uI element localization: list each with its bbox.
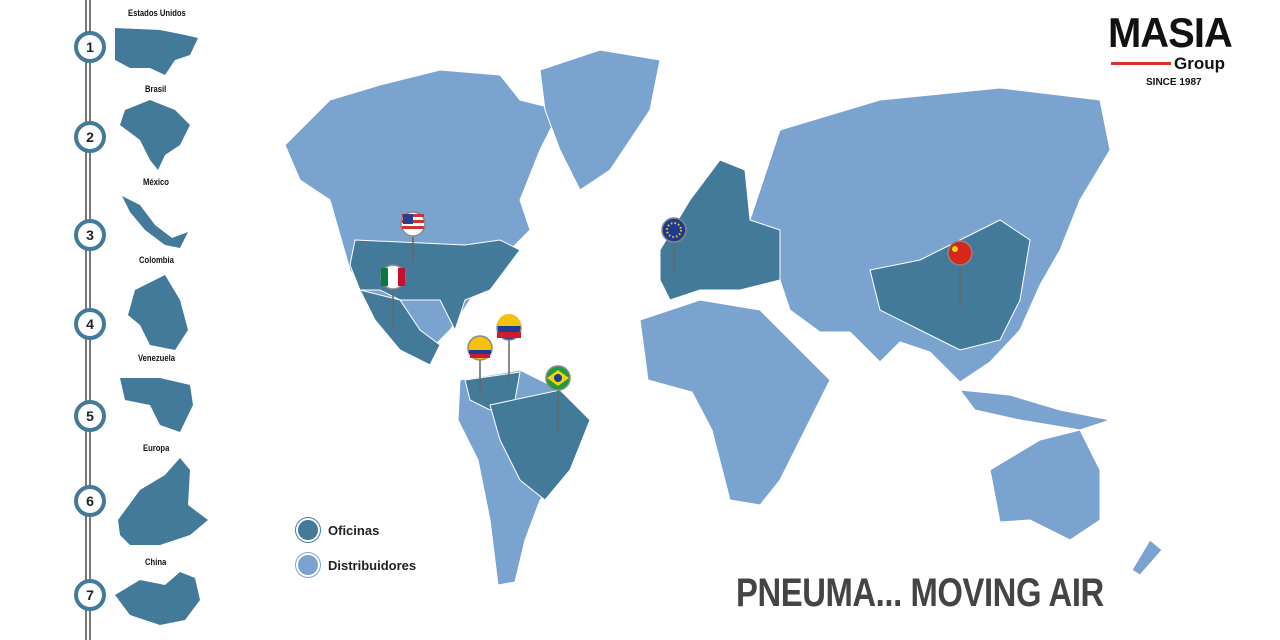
label-europa: Europa [143,443,170,453]
step-4: 4 [74,308,106,340]
step-5: 5 [74,400,106,432]
asia [749,87,1111,383]
label-usa: Estados Unidos [128,8,186,18]
legend-distributors: Distribuidores [296,553,416,577]
label-venezuela: Venezuela [138,353,176,363]
europa-silhouette [118,458,208,545]
step-1: 1 [74,31,106,63]
colombia-silhouette [128,275,188,350]
china-silhouette [115,572,200,625]
north-america [284,69,561,351]
china-flag-icon [947,240,973,308]
legend-offices-label: Oficinas [328,522,380,538]
legend-distributors-label: Distribuidores [328,557,417,573]
distributors-swatch-icon [296,553,320,577]
southeast-asia [958,389,1112,431]
usa-silhouette [115,28,198,75]
label-brasil: Brasil [145,84,167,94]
logo-red-line [1111,62,1171,65]
china-region [869,219,1031,351]
logo-since: SINCE 1987 [1146,77,1202,88]
logo-sub: Group [1174,54,1225,73]
office-regions [349,159,1031,501]
step-3: 3 [74,219,106,251]
brasil-silhouette [120,100,190,170]
label-colombia: Colombia [139,255,174,265]
greenland [539,49,661,191]
flag-markers [380,211,973,432]
legend-offices: Oficinas [296,518,379,542]
brazil-flag-icon [545,365,571,432]
europe-region [659,159,781,301]
venezuela-silhouette [120,378,193,432]
offices-swatch-icon [296,518,320,542]
australia [989,429,1101,541]
venezuela-flag-icon [496,314,522,380]
label-china: China [145,557,167,567]
africa [639,299,831,506]
step-2: 2 [74,121,106,153]
brasil-region [489,389,591,501]
sidebar-silhouettes [115,28,208,625]
label-mexico: México [143,177,169,187]
masia-group-logo: MASIA Group SINCE 1987 [1108,9,1248,94]
distributor-regions [284,49,1163,586]
colombia-flag-icon [467,335,493,395]
mexico-flag-icon [380,264,406,330]
step-6: 6 [74,485,106,517]
slogan: PNEUMA... MOVING AIR [736,571,1104,615]
step-7: 7 [74,579,106,611]
us-flag-icon [400,211,426,262]
logo-name: MASIA [1108,9,1233,56]
new-zealand [1131,539,1163,576]
mexico-region [359,289,441,366]
mexico-silhouette [122,196,188,248]
eu-flag-icon [661,217,687,275]
